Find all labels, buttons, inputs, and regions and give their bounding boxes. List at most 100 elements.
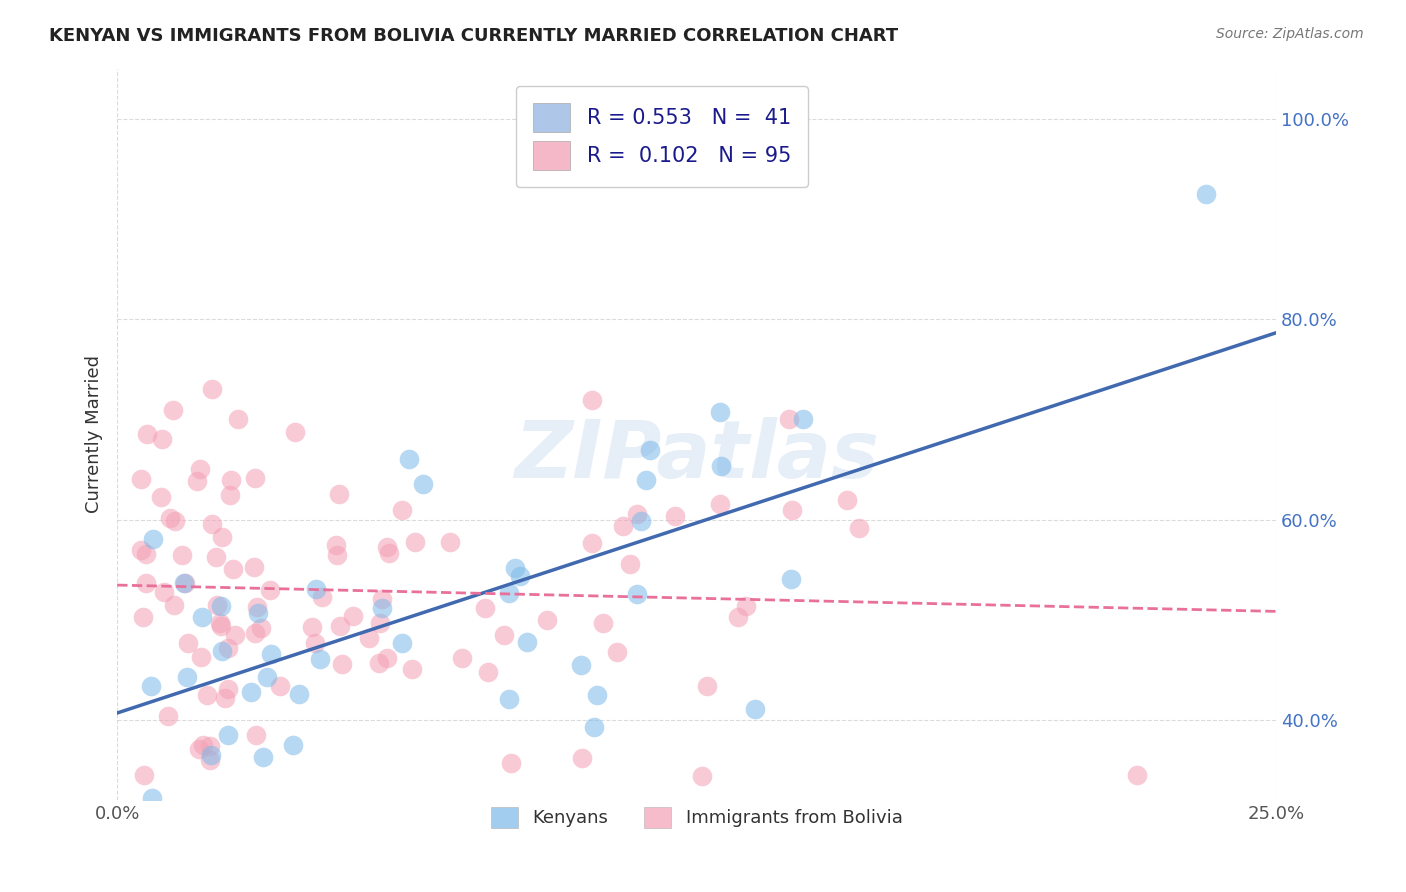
Point xyxy=(398,451,420,466)
Point xyxy=(288,687,311,701)
Point xyxy=(636,473,658,487)
Point xyxy=(195,688,218,702)
Point xyxy=(198,753,221,767)
Point xyxy=(583,720,606,734)
Point xyxy=(217,641,239,656)
Point xyxy=(304,635,326,649)
Point xyxy=(243,560,266,574)
Point xyxy=(498,692,520,706)
Point xyxy=(569,657,592,672)
Point xyxy=(638,442,661,457)
Point xyxy=(509,568,531,582)
Point xyxy=(219,473,242,487)
Point xyxy=(200,748,222,763)
Point xyxy=(375,541,398,555)
Point xyxy=(571,750,593,764)
Point xyxy=(619,558,641,572)
Point xyxy=(311,590,333,604)
Point xyxy=(375,651,398,665)
Point xyxy=(283,738,305,752)
Point xyxy=(135,547,157,561)
Point xyxy=(326,548,349,562)
Point xyxy=(173,575,195,590)
Point xyxy=(309,652,332,666)
Point xyxy=(219,487,242,501)
Point xyxy=(142,532,165,546)
Point xyxy=(250,621,273,635)
Point xyxy=(205,598,228,612)
Point xyxy=(187,742,209,756)
Point xyxy=(368,615,391,630)
Point xyxy=(780,572,803,586)
Point xyxy=(536,613,558,627)
Point xyxy=(245,625,267,640)
Point xyxy=(370,591,392,606)
Point xyxy=(592,616,614,631)
Point xyxy=(211,644,233,658)
Point xyxy=(224,628,246,642)
Point xyxy=(217,681,239,696)
Point xyxy=(330,657,353,672)
Point xyxy=(201,382,224,396)
Point xyxy=(329,619,352,633)
Text: ZIPatlas: ZIPatlas xyxy=(515,417,879,495)
Point xyxy=(1195,186,1218,201)
Point xyxy=(439,534,461,549)
Point xyxy=(246,606,269,620)
Point xyxy=(136,427,159,442)
Point xyxy=(260,647,283,661)
Point xyxy=(226,412,249,426)
Point xyxy=(135,575,157,590)
Point xyxy=(378,546,401,560)
Point xyxy=(391,636,413,650)
Point xyxy=(252,750,274,764)
Point xyxy=(190,650,212,665)
Point xyxy=(129,543,152,558)
Point xyxy=(391,503,413,517)
Point xyxy=(159,510,181,524)
Point xyxy=(211,599,233,614)
Point xyxy=(606,645,628,659)
Point xyxy=(201,516,224,531)
Point xyxy=(214,691,236,706)
Point xyxy=(450,651,472,665)
Point xyxy=(325,538,347,552)
Point xyxy=(269,679,291,693)
Point xyxy=(193,738,215,752)
Point xyxy=(256,669,278,683)
Point xyxy=(246,599,269,614)
Point xyxy=(359,631,381,645)
Point xyxy=(503,561,526,575)
Point xyxy=(222,562,245,576)
Point xyxy=(710,458,733,473)
Point xyxy=(727,609,749,624)
Point xyxy=(778,412,800,426)
Point xyxy=(690,769,713,783)
Point xyxy=(696,679,718,693)
Point xyxy=(217,728,239,742)
Point xyxy=(630,514,652,528)
Point xyxy=(401,662,423,676)
Point xyxy=(162,599,184,613)
Point xyxy=(132,768,155,782)
Point xyxy=(780,503,803,517)
Point xyxy=(149,490,172,504)
Point xyxy=(172,548,194,562)
Point xyxy=(848,521,870,535)
Point xyxy=(612,518,634,533)
Point xyxy=(477,665,499,680)
Point xyxy=(837,493,859,508)
Point xyxy=(367,657,389,671)
Point xyxy=(173,576,195,591)
Point xyxy=(132,610,155,624)
Point xyxy=(163,514,186,528)
Point xyxy=(245,471,267,485)
Point xyxy=(188,462,211,476)
Point xyxy=(150,433,173,447)
Point xyxy=(709,405,731,419)
Point xyxy=(157,709,180,723)
Point xyxy=(474,600,496,615)
Point xyxy=(186,474,208,488)
Point xyxy=(412,477,434,491)
Legend: Kenyans, Immigrants from Bolivia: Kenyans, Immigrants from Bolivia xyxy=(484,800,910,835)
